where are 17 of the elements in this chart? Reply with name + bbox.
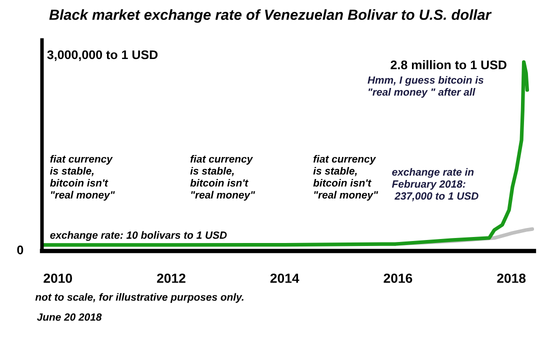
text: 0: [17, 246, 24, 254]
annotation: exchange rate: 10 bolivars to 1 USD: [50, 231, 227, 241]
x-tick-label: 2012: [157, 274, 186, 283]
annotation: Hmm, I guess bitcoin is "real money " after all: [368, 76, 484, 98]
annotation: fiat currency is stable, bitcoin isn't "real money": [313, 154, 378, 201]
text: 3,000,000 to 1 USD: [47, 50, 158, 61]
annotation: 2.8 million to 1 USD: [390, 60, 506, 70]
chart-title: Black market exchange rate of Venezuelan Bolivar to U.S. dollar: [49, 9, 492, 23]
annotation: fiat currency is stable, bitcoin isn't "real money": [190, 154, 256, 201]
text: not to scale, for illustrative purposes only.: [35, 293, 244, 303]
annotation: exchange rate in February 2018: 237,000 to 1 USD: [392, 168, 478, 202]
x-tick-label: 2014: [270, 274, 300, 283]
x-tick-label: 2018: [497, 274, 526, 283]
text: June 20 2018: [36, 313, 102, 321]
annotation: fiat currency is stable, bitcoin isn't "real money": [50, 154, 115, 201]
x-tick-label: 2016: [384, 274, 412, 283]
x-tick-label: 2010: [44, 274, 72, 283]
